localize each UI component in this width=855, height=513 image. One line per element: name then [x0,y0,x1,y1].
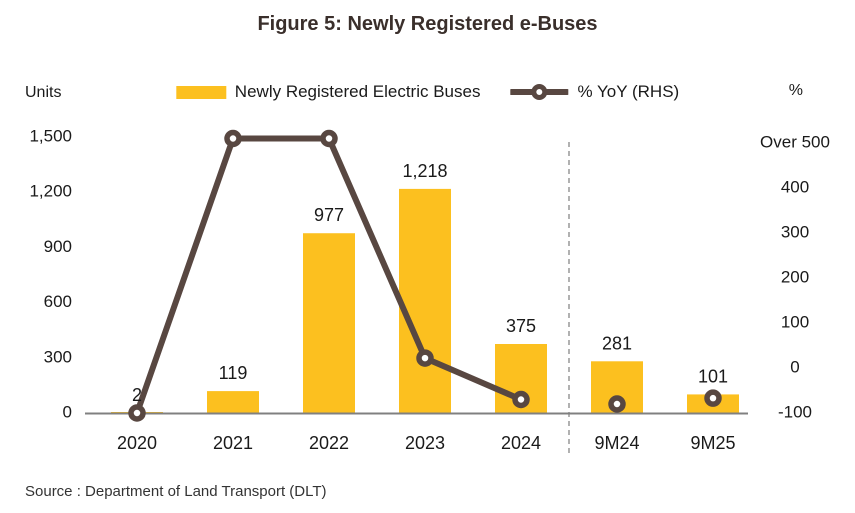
right-tick-200: 200 [781,267,809,286]
bar-value-label-2023: 1,218 [402,161,447,181]
bar-series-swatch [175,85,226,99]
bar-value-label-2020: 2 [132,385,142,405]
x-label-2023: 2023 [405,433,445,453]
right-tick-100: 100 [781,312,809,331]
legend: Newly Registered Electric Buses % YoY (R… [175,82,679,102]
right-tick-300: 300 [781,222,809,241]
bar-value-label-2021: 119 [219,363,248,383]
left-axis-unit-label: Units [25,84,62,101]
right-tick--100: -100 [778,402,812,421]
chart-title: Figure 5: Newly Registered e-Buses [257,13,598,35]
source-note: Source : Department of Land Transport (D… [25,483,327,500]
x-label-2021: 2021 [213,433,253,453]
yoy-marker-2021 [224,129,242,148]
yoy-marker-9M25 [704,389,722,407]
x-label-9M25: 9M25 [690,433,735,453]
x-label-2020: 2020 [117,433,157,453]
bar-value-label-9M24: 281 [602,333,632,353]
yoy-marker-2022 [320,129,338,148]
yoy-marker-9M24 [608,395,626,413]
bar-2022 [303,233,355,413]
right-tick-top: Over 500 [760,132,830,151]
yoy-marker-2020 [128,404,146,422]
bar-2021 [207,391,259,413]
x-label-2024: 2024 [501,433,541,453]
bar-2023 [399,188,451,413]
bar-value-label-2024: 375 [506,316,536,336]
legend-item-bars: Newly Registered Electric Buses [175,82,481,102]
left-tick-600: 600 [44,292,72,311]
left-tick-1200: 1,200 [29,182,72,201]
left-tick-0: 0 [63,402,72,421]
right-tick-400: 400 [781,177,809,196]
bar-value-label-9M25: 101 [698,366,728,386]
legend-line-label: % YoY (RHS) [577,82,680,101]
left-tick-900: 900 [44,237,72,256]
left-tick-1500: 1,500 [29,126,72,145]
x-label-2022: 2022 [309,433,349,453]
line-series-swatch [510,84,569,100]
legend-item-line: % YoY (RHS) [510,82,679,102]
yoy-marker-2024 [512,390,530,409]
left-tick-300: 300 [44,347,72,366]
legend-bars-label: Newly Registered Electric Buses [234,82,481,101]
right-tick-0: 0 [790,357,799,376]
right-axis-unit-label: % [788,82,803,99]
x-label-9M24: 9M24 [594,433,639,453]
bar-value-label-2022: 977 [314,205,344,225]
yoy-marker-2023 [416,349,434,367]
